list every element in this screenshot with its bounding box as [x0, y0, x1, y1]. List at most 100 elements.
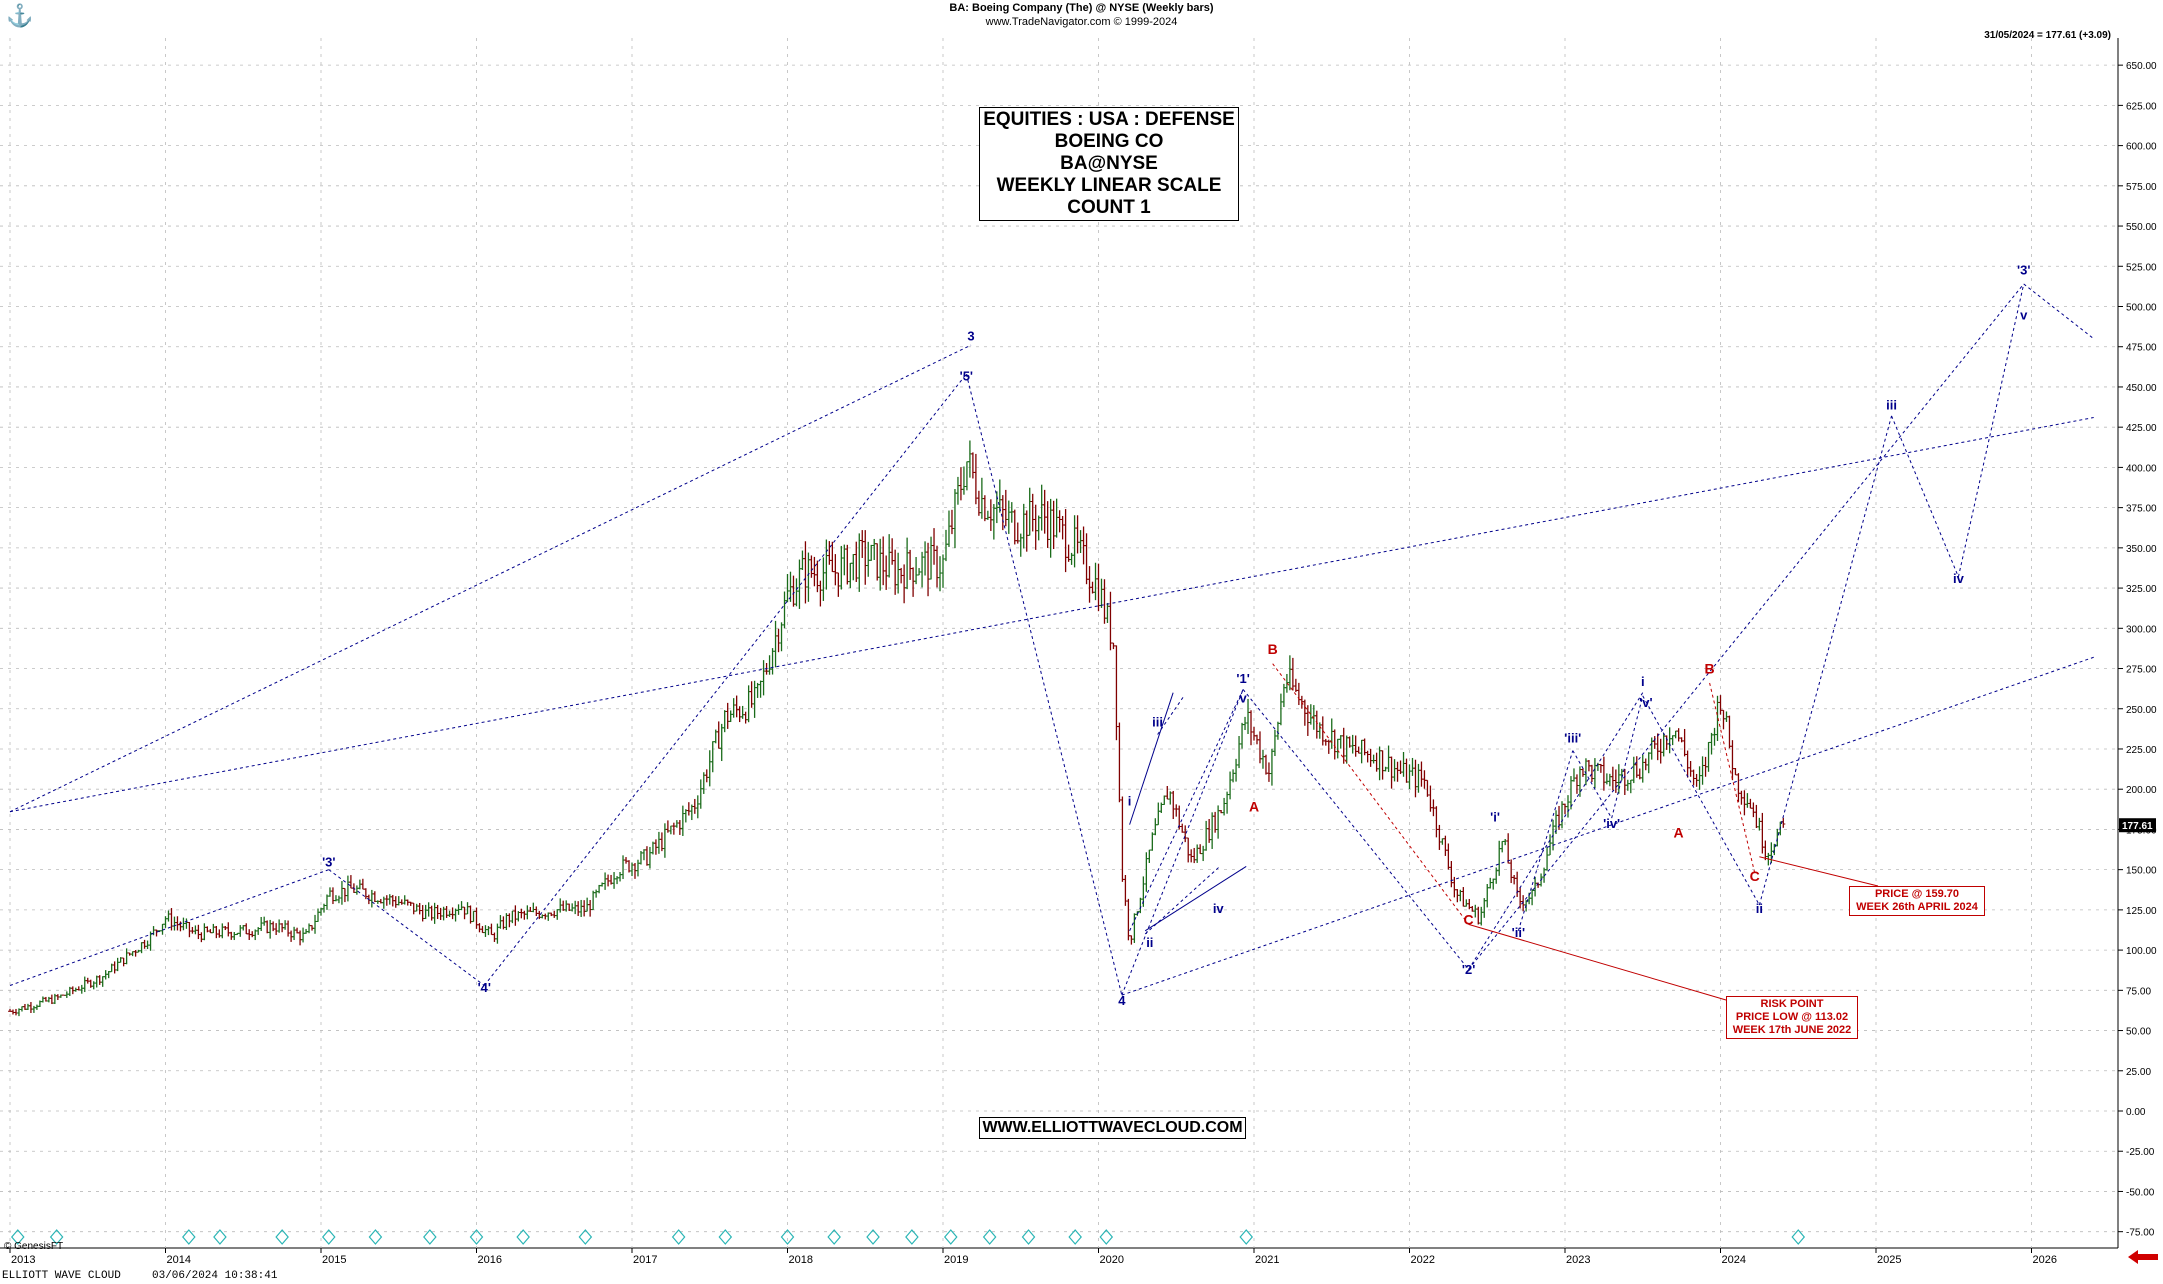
wave-label-red: B	[1705, 660, 1715, 676]
x-tick-label: 2018	[789, 1254, 813, 1266]
wave-trendline	[1611, 695, 1644, 819]
y-tick-label: 600.00	[2126, 142, 2157, 153]
footer-brand: ELLIOTT WAVE CLOUD	[2, 1270, 121, 1282]
y-tick-label: 550.00	[2126, 222, 2157, 233]
price-note-line-1: PRICE @ 159.70	[1874, 888, 1960, 900]
wave-trendline	[9, 869, 329, 986]
wave-label-blue: '3'	[2017, 262, 2030, 277]
trendlines	[9, 283, 2095, 1001]
wave-trendline	[9, 417, 2094, 813]
y-tick-label: 425.00	[2126, 423, 2157, 434]
wave-label-blue: '2'	[1462, 962, 1475, 977]
y-tick-label: 50.00	[2126, 1027, 2151, 1038]
y-tick-label: 200.00	[2126, 785, 2157, 796]
wave-label-blue: iii	[1152, 714, 1163, 729]
wave-label-blue: '5'	[960, 369, 973, 384]
wave-label-blue: ii	[1146, 935, 1153, 950]
y-tick-label: 350.00	[2126, 544, 2157, 555]
event-marker	[49, 1229, 64, 1245]
risk-pointer-line	[1468, 923, 1727, 1001]
event-marker	[866, 1229, 880, 1245]
event-marker	[578, 1229, 593, 1245]
event-marker	[1239, 1229, 1254, 1245]
last-price-tag-label: 177.61	[2122, 821, 2153, 832]
event-marker	[1068, 1229, 1082, 1245]
wave-trendline	[328, 869, 485, 986]
wave-label-blue: iv	[1953, 571, 1965, 586]
wave-label-blue: 'iv'	[1603, 816, 1620, 831]
event-marker	[368, 1229, 383, 1245]
wave-label-red: C	[1464, 911, 1474, 927]
info-line-ticker: BA@NYSE	[1060, 153, 1158, 174]
y-tick-label: 575.00	[2126, 182, 2157, 193]
y-tick-label: -75.00	[2126, 1228, 2155, 1239]
chart-title: BA: Boeing Company (The) @ NYSE (Weekly …	[949, 2, 1214, 14]
x-tick-label: 2025	[1877, 1254, 1901, 1266]
y-tick-label: 375.00	[2126, 504, 2157, 515]
y-tick-label: -50.00	[2126, 1187, 2155, 1198]
last-price-tag: 177.61	[2119, 818, 2156, 833]
event-marker	[905, 1229, 919, 1245]
event-marker	[275, 1229, 289, 1245]
event-marker	[827, 1229, 841, 1245]
risk-line-2: PRICE LOW @ 113.02	[1735, 1011, 1849, 1023]
y-tick-label: 300.00	[2126, 624, 2157, 635]
grid-lines	[0, 38, 2119, 1249]
y-tick-label: 525.00	[2126, 262, 2157, 273]
info-line-scale: WEEKLY LINEAR SCALE	[996, 175, 1222, 196]
event-marker	[671, 1229, 686, 1245]
arrow-shape[interactable]	[2128, 1250, 2158, 1264]
x-tick-label: 2022	[1411, 1254, 1435, 1266]
logo-icon: ⚓	[6, 3, 34, 28]
y-tick-label: 75.00	[2126, 986, 2151, 997]
x-axis: 2013 2014 2015 2016 2017 2018 2019 2020 2021 2022…	[9, 1248, 2057, 1266]
event-marker	[423, 1229, 437, 1245]
x-tick-label: 2017	[633, 1254, 657, 1266]
y-tick-label: 475.00	[2126, 343, 2157, 354]
risk-line-1: RISK POINT	[1760, 998, 1824, 1010]
event-marker	[1021, 1229, 1036, 1245]
scroll-right-arrow-icon[interactable]	[2128, 1250, 2158, 1264]
wave-label-blue: iii	[1886, 397, 1897, 412]
wave-label-red: A	[1673, 824, 1683, 840]
event-markers	[10, 1229, 1806, 1245]
event-marker	[321, 1229, 336, 1245]
y-tick-label: 250.00	[2126, 705, 2157, 716]
event-marker	[10, 1229, 25, 1245]
wave-trendline	[1157, 695, 1185, 735]
wave-label-blue: i	[1641, 674, 1645, 689]
y-tick-label: 325.00	[2126, 584, 2157, 595]
y-tick-label: 0.00	[2126, 1107, 2146, 1118]
x-tick-label: 2023	[1566, 1254, 1590, 1266]
footer-timestamp: 03/06/2024 10:38:41	[152, 1270, 278, 1282]
wave-label-red: A	[1249, 799, 1259, 815]
wave-label-blue: 'iii'	[1564, 731, 1581, 746]
last-price-note: 31/05/2024 = 177.61 (+3.09)	[1984, 30, 2111, 41]
event-marker	[469, 1229, 484, 1245]
channel-line	[1129, 692, 1174, 825]
wave-label-red: B	[1268, 641, 1278, 657]
wave-trendline	[1468, 692, 1644, 970]
wave-label-blue: '3'	[322, 854, 335, 869]
y-tick-label: 650.00	[2126, 61, 2157, 72]
info-line-sector: EQUITIES : USA : DEFENSE	[983, 109, 1235, 130]
wave-label-blue: v	[2020, 307, 2028, 322]
wave-label-blue: 'v'	[1639, 695, 1652, 710]
wave-label-red: C	[1750, 868, 1760, 884]
risk-point-box: RISK POINT PRICE LOW @ 113.02 WEEK 17th …	[1726, 996, 1858, 1039]
x-tick-label: 2014	[167, 1254, 191, 1266]
y-tick-label: 100.00	[2126, 946, 2157, 957]
y-tick-label: 225.00	[2126, 745, 2157, 756]
wave-trendline	[1129, 689, 1244, 932]
wave-trendline	[1272, 663, 1469, 925]
event-marker	[516, 1229, 530, 1245]
event-marker	[1099, 1229, 1114, 1245]
wave-trendline	[1642, 695, 1760, 906]
x-tick-label: 2021	[1255, 1254, 1279, 1266]
wave-trendline	[2023, 283, 2095, 340]
instrument-info-box: EQUITIES : USA : DEFENSE BOEING CO BA@NY…	[979, 107, 1239, 221]
x-tick-label: 2019	[944, 1254, 968, 1266]
y-tick-label: -25.00	[2126, 1147, 2155, 1158]
wave-label-blue: 3	[967, 328, 974, 343]
